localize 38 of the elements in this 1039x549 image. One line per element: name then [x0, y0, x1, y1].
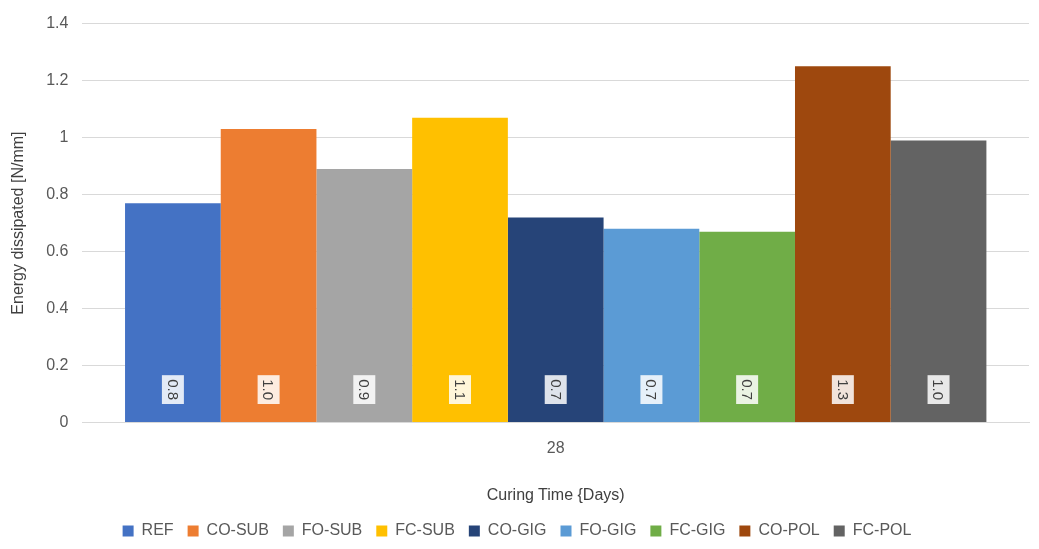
- bar: [794, 66, 891, 423]
- x-axis-title: Curing Time {Days): [486, 485, 625, 503]
- bar: [699, 231, 795, 423]
- y-tick-label: 1.4: [46, 14, 69, 32]
- data-label: 0.8: [164, 379, 182, 401]
- legend-label: FC-GIG: [669, 521, 726, 539]
- legend-label: CO-GIG: [487, 521, 547, 539]
- legend-label: CO-SUB: [206, 521, 269, 539]
- legend-label: FO-GIG: [579, 521, 637, 539]
- bar: [220, 129, 317, 423]
- data-label: 1.3: [834, 379, 852, 401]
- x-tick-label: 28: [546, 438, 565, 456]
- data-label: 0.7: [643, 379, 661, 401]
- y-axis-title: Energy dissipated [N/mm]: [9, 131, 27, 315]
- y-tick-label: 0.6: [46, 242, 69, 260]
- legend-label: CO-POL: [758, 521, 820, 539]
- y-tick-label: 1: [59, 128, 69, 146]
- legend-label: FO-SUB: [301, 521, 363, 539]
- legend-label: FC-SUB: [395, 521, 455, 539]
- bar: [603, 228, 700, 423]
- y-tick-label: 1.2: [46, 71, 69, 89]
- y-tick-label: 0.8: [46, 185, 69, 203]
- data-label: 0.9: [356, 379, 374, 401]
- bar: [125, 203, 221, 423]
- legend-label: REF: [141, 521, 174, 539]
- data-label: 1.0: [930, 379, 948, 401]
- bar: [412, 117, 508, 423]
- data-label: 0.7: [739, 379, 756, 401]
- y-tick-label: 0.2: [46, 356, 69, 374]
- y-tick-label: 0.4: [46, 299, 69, 317]
- bar: [316, 168, 413, 423]
- legend-label: FC-POL: [852, 521, 912, 539]
- bar: [890, 140, 987, 423]
- data-label: 0.7: [547, 379, 565, 401]
- data-label: 1.1: [451, 379, 469, 401]
- data-label: 1.0: [260, 379, 278, 401]
- y-tick-label: 0: [59, 413, 69, 431]
- bar: [507, 217, 604, 423]
